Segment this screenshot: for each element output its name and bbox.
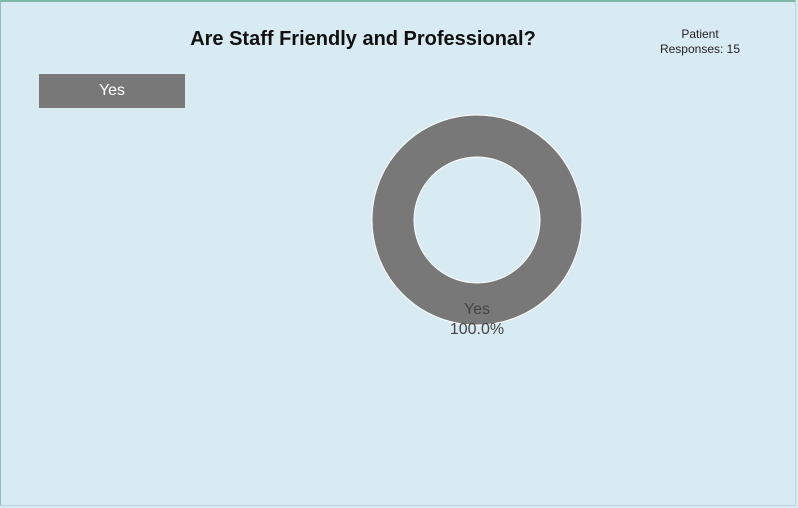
legend-label: Yes — [98, 82, 126, 99]
chart-title: Are Staff Friendly and Professional? — [190, 28, 536, 50]
legend-item-yes[interactable]: Yes — [39, 74, 185, 108]
donut-inner-edge — [413, 156, 541, 284]
donut-outer-edge — [371, 114, 583, 326]
slice-label-category: Yes — [464, 301, 490, 318]
slice-label-percent: 100.0% — [450, 321, 504, 338]
responses-value: Responses: 15 — [659, 42, 741, 56]
patient-responses-count: Patient Responses: 15 — [640, 27, 760, 57]
pie-slice-yes[interactable] — [372, 115, 582, 325]
responses-label: Patient — [681, 27, 719, 41]
